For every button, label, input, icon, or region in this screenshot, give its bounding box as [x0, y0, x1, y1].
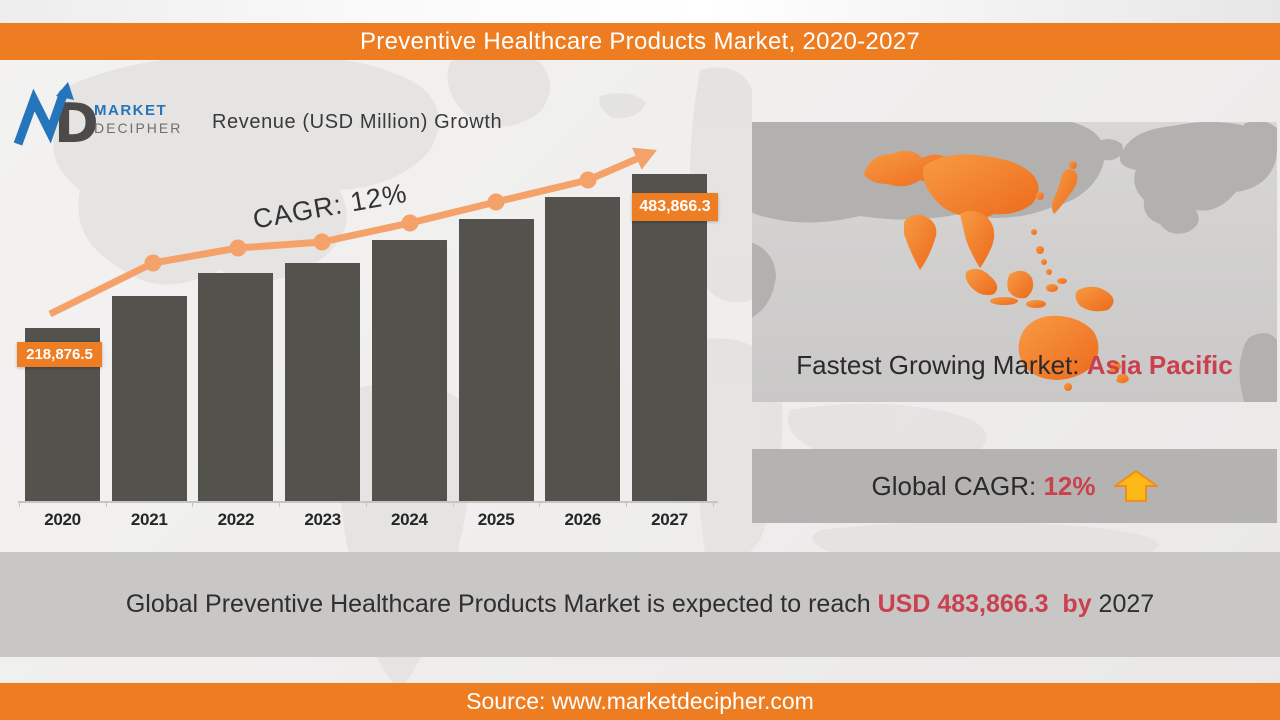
chart-title: Revenue (USD Million) Growth [212, 111, 503, 133]
x-tick-label-2024: 2024 [391, 510, 428, 529]
value-label-2027: 483,866.3 [632, 193, 718, 221]
summary-highlight: USD 483,866.3 by [877, 590, 1092, 618]
summary-part3: 2027 [1091, 590, 1155, 618]
bar-2024 [371, 240, 447, 501]
revenue-bar-chart: 2020 2021 2022 2023 2024 2025 2026 2027 [0, 0, 760, 560]
bar-2027 [631, 174, 707, 501]
x-tick-label-2022: 2022 [217, 510, 255, 529]
global-cagr-strip: Global CAGR: 12% [752, 449, 1277, 523]
x-axis-tick [105, 502, 107, 507]
title-bar: Preventive Healthcare Products Market, 2… [0, 23, 1280, 60]
top-strip [0, 0, 1280, 23]
x-tick-label-2026: 2026 [564, 510, 602, 529]
x-axis-tick [539, 502, 541, 507]
logo-brand-top: MARKET [94, 102, 167, 119]
x-axis-tick [279, 502, 281, 507]
caption-prefix: Fastest Growing Market: [796, 350, 1087, 380]
x-tick-label-2021: 2021 [130, 510, 168, 529]
bar-2021 [111, 296, 187, 501]
up-arrow-icon [1113, 470, 1158, 502]
x-axis-tick [625, 502, 627, 507]
caption-region: Asia Pacific [1086, 350, 1233, 380]
page-title: Preventive Healthcare Products Market, 2… [359, 28, 921, 55]
x-axis-tick [712, 502, 714, 507]
logo-m-arrow-icon [13, 82, 74, 146]
x-axis [18, 501, 718, 503]
map-asia-pacific-highlight [864, 150, 1129, 391]
bar-2022 [198, 273, 274, 501]
x-axis-tick [452, 502, 454, 507]
bar-2026 [545, 197, 621, 501]
logo-brand-bottom: DECIPHER [94, 120, 182, 136]
x-axis-tick [365, 502, 367, 507]
x-tick-label-2025: 2025 [477, 510, 515, 529]
summary-text: Global Preventive Healthcare Products Ma… [126, 590, 1154, 619]
value-label-2020: 218,876.5 [17, 342, 102, 367]
x-axis-tick [19, 502, 20, 507]
x-tick-label-2023: 2023 [304, 510, 341, 529]
fastest-growing-caption: Fastest Growing Market: Asia Pacific [752, 350, 1277, 381]
market-decipher-logo: D MARKET DECIPHER [13, 82, 182, 152]
global-cagr-prefix: Global CAGR: [871, 470, 1044, 501]
source-bar: Source: www.marketdecipher.com [0, 683, 1280, 720]
fastest-growing-market-card: Fastest Growing Market: Asia Pacific [752, 122, 1277, 402]
asia-pacific-map [752, 122, 1277, 402]
global-cagr-value: 12% [1043, 470, 1096, 501]
global-cagr-text: Global CAGR: 12% [872, 471, 1096, 502]
x-tick-label-2027: 2027 [651, 510, 688, 529]
x-axis-tick [192, 502, 194, 507]
bar-2023 [285, 263, 361, 501]
x-tick-label-2020: 2020 [44, 510, 81, 529]
bar-2025 [458, 219, 534, 501]
source-text: Source: www.marketdecipher.com [466, 688, 814, 714]
summary-part1: Global Preventive Healthcare Products Ma… [125, 590, 878, 618]
summary-band: Global Preventive Healthcare Products Ma… [0, 552, 1280, 657]
